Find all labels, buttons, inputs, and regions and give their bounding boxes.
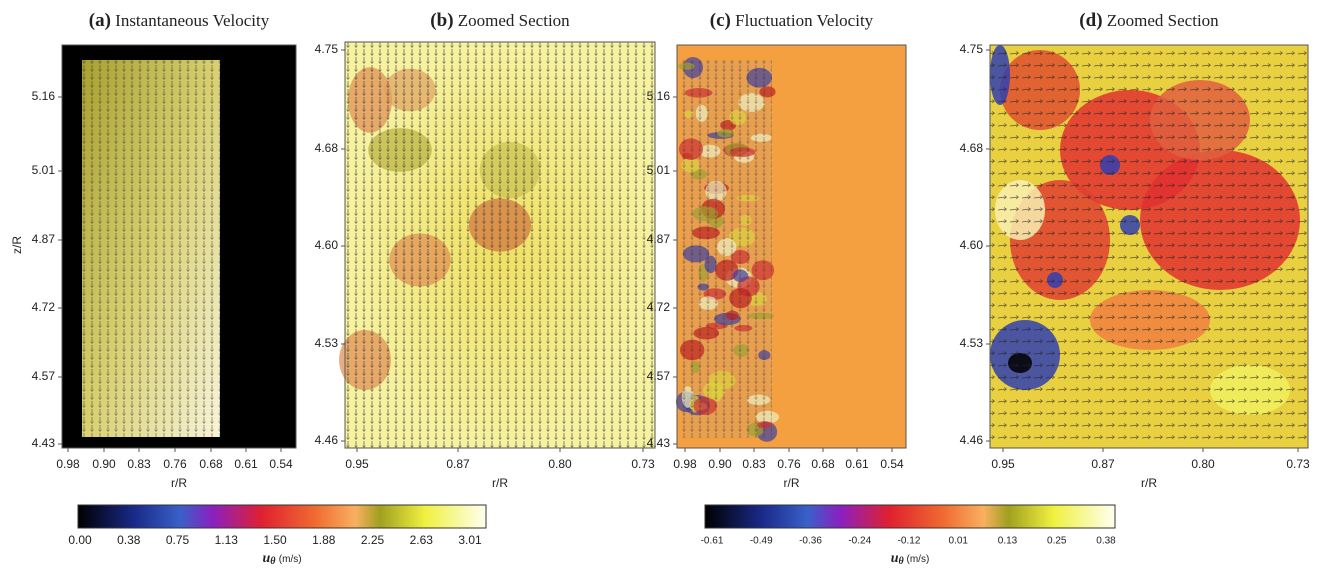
y-tick-label: 4.43 <box>647 436 671 450</box>
x-tick-label: 0.80 <box>548 457 572 471</box>
subscript: θ <box>899 556 905 567</box>
y-tick-label: 4.72 <box>647 300 671 314</box>
colorbar-tick-label: -0.12 <box>898 536 921 547</box>
colorbar-gradient <box>704 504 1116 529</box>
y-tick-label: 4.87 <box>32 232 56 246</box>
x-axis-label: r/R <box>784 476 800 490</box>
panel-title-text: Zoomed Section <box>458 11 570 30</box>
unit: (m/s) <box>907 554 930 565</box>
y-tick-label: 4.72 <box>32 300 56 314</box>
panel-title-text: Instantaneous Velocity <box>115 11 270 30</box>
unit: (m/s) <box>279 554 302 565</box>
panel-title: (b) Zoomed Section <box>430 10 570 31</box>
panel-label: (a) <box>89 10 111 31</box>
colorbar-tick-label: 3.01 <box>458 533 482 547</box>
colorbar-tick-label: 0.00 <box>68 533 92 547</box>
colorbar-tick-label: 0.75 <box>166 533 190 547</box>
vectors <box>345 42 655 448</box>
colorbar-tick-label: 1.13 <box>215 533 239 547</box>
x-tick-label: 0.98 <box>673 457 697 471</box>
x-tick-label: 0.87 <box>1091 457 1115 471</box>
x-tick-label: 0.54 <box>880 457 904 471</box>
x-tick-label: 0.73 <box>631 457 655 471</box>
x-tick-label: 0.83 <box>127 457 151 471</box>
vectors <box>990 45 1308 448</box>
x-tick-label: 0.68 <box>811 457 835 471</box>
y-tick-label: 4.60 <box>315 238 339 252</box>
colorbar: -0.61 -0.49 -0.36 -0.24 -0.12 0.01 0.13 0.25 0.3… <box>701 504 1116 567</box>
plot-frame <box>61 44 297 449</box>
colorbar-tick-label: -0.61 <box>701 536 724 547</box>
vectors <box>82 60 220 437</box>
y-tick-label: 4.87 <box>647 232 671 246</box>
symbol: u <box>891 551 899 566</box>
colorbar-tick-label: 1.50 <box>263 533 287 547</box>
x-tick-label: 0.98 <box>56 457 80 471</box>
x-tick-label: 0.95 <box>345 457 369 471</box>
x-tick-label: 0.54 <box>269 457 293 471</box>
panel-title-text: Zoomed Section <box>1107 11 1219 30</box>
x-tick-label: 0.61 <box>234 457 258 471</box>
subscript: θ <box>270 556 276 567</box>
x-tick-label: 0.80 <box>1191 457 1215 471</box>
x-tick-label: 0.61 <box>845 457 869 471</box>
x-tick-label: 0.90 <box>708 457 732 471</box>
vectors <box>682 60 772 438</box>
x-tick-label: 0.73 <box>1286 457 1310 471</box>
panel-label: (b) <box>430 10 453 31</box>
panel-label: (d) <box>1079 10 1102 31</box>
y-tick-label: 4.75 <box>315 42 339 56</box>
colorbar-tick-label: 2.25 <box>361 533 385 547</box>
colorbar-label: uθ (m/s) <box>891 551 930 567</box>
panel-title: (d) Zoomed Section <box>1079 10 1219 31</box>
plot-frame <box>344 41 656 449</box>
y-tick-label: 4.53 <box>315 336 339 350</box>
x-tick-label: 0.90 <box>92 457 116 471</box>
y-tick-label: 5.16 <box>32 89 56 103</box>
colorbar-tick-label: 1.88 <box>312 533 336 547</box>
x-tick-label: 0.95 <box>991 457 1015 471</box>
colorbar-tick-label: -0.36 <box>799 536 822 547</box>
x-axis-label: r/R <box>492 476 508 490</box>
y-axis-label: z/R <box>10 236 24 254</box>
colorbar-tick-label: 0.38 <box>1096 536 1116 547</box>
x-tick-label: 0.87 <box>446 457 470 471</box>
y-tick-label: 5.16 <box>647 89 671 103</box>
y-tick-label: 4.75 <box>960 42 984 56</box>
y-tick-label: 4.53 <box>960 336 984 350</box>
panel-title-text: Fluctuation Velocity <box>735 11 874 30</box>
colorbar-tick-label: -0.49 <box>750 536 773 547</box>
y-tick-label: 4.68 <box>960 141 984 155</box>
panel-title: (c) Fluctuation Velocity <box>710 10 874 31</box>
symbol: u <box>262 551 270 566</box>
colorbar-tick-label: -0.24 <box>848 536 871 547</box>
colorbar-label: uθ (m/s) <box>262 551 301 568</box>
colorbar-tick-label: 0.38 <box>117 533 141 547</box>
y-tick-label: 4.46 <box>315 433 339 447</box>
x-tick-label: 0.76 <box>163 457 187 471</box>
y-tick-label: 4.57 <box>647 369 671 383</box>
x-tick-label: 0.76 <box>777 457 801 471</box>
colorbar-gradient <box>77 504 487 529</box>
x-axis-label: r/R <box>171 476 187 490</box>
plot-frame <box>676 44 907 449</box>
y-tick-label: 4.57 <box>32 369 56 383</box>
x-tick-label: 0.68 <box>199 457 223 471</box>
y-tick-label: 4.46 <box>960 433 984 447</box>
y-tick-label: 4.68 <box>315 141 339 155</box>
y-tick-label: 5.01 <box>32 163 56 177</box>
colorbar-tick-label: 0.01 <box>949 536 969 547</box>
y-tick-label: 5.01 <box>647 163 671 177</box>
colorbar-tick-label: 0.13 <box>998 536 1018 547</box>
panel-label: (c) <box>710 10 731 31</box>
colorbar-tick-label: 2.63 <box>410 533 434 547</box>
x-tick-label: 0.83 <box>742 457 766 471</box>
panel-title: (a) Instantaneous Velocity <box>89 10 270 31</box>
y-tick-label: 4.43 <box>32 436 56 450</box>
x-axis-label: r/R <box>1141 476 1157 490</box>
colorbar-tick-label: 0.25 <box>1047 536 1067 547</box>
colorbar: 0.00 0.38 0.75 1.13 1.50 1.88 2.25 2.63 3.01 uθ (… <box>68 504 487 568</box>
y-tick-label: 4.60 <box>960 238 984 252</box>
